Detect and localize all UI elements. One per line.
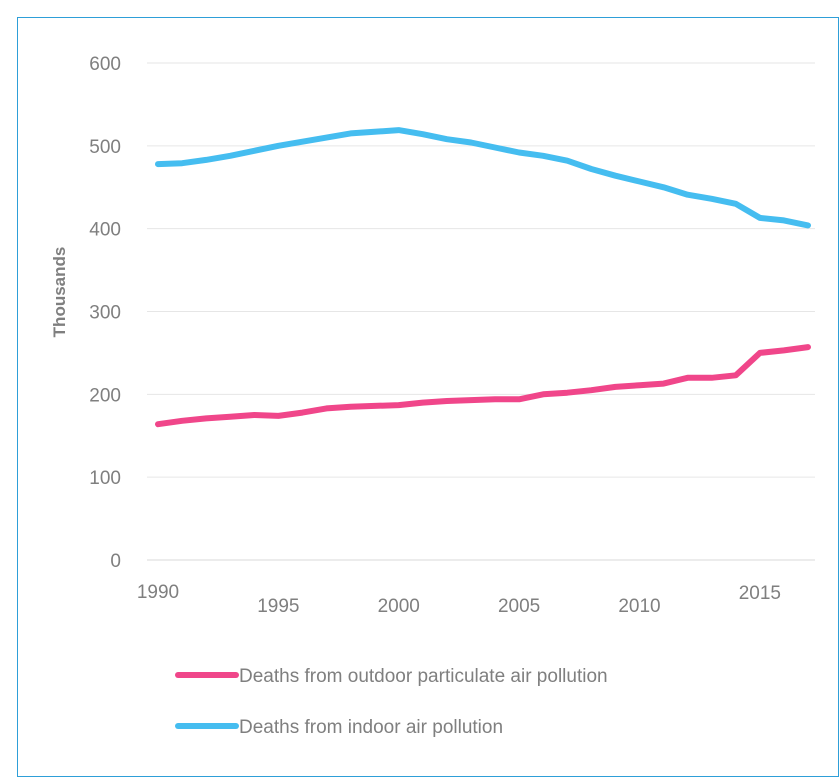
x-tick-label: 2015 (739, 583, 781, 604)
y-tick-label: 400 (89, 220, 121, 241)
x-tick-label: 2005 (498, 596, 540, 617)
legend: Deaths from outdoor particulate air poll… (175, 666, 608, 738)
y-axis-ticks: 0 100 200 300 400 500 600 (89, 54, 121, 572)
y-tick-label: 500 (89, 137, 121, 158)
series-line-1 (155, 344, 811, 428)
x-tick-label: 2000 (378, 596, 420, 617)
y-tick-label: 200 (89, 385, 121, 406)
y-tick-label: 300 (89, 303, 121, 324)
y-tick-label: 100 (89, 468, 121, 489)
legend-label: Deaths from indoor air pollution (239, 717, 503, 738)
y-axis-label: Thousands (50, 247, 69, 338)
x-tick-label: 2010 (618, 596, 660, 617)
y-tick-label: 600 (89, 54, 121, 75)
series-lines (155, 127, 811, 428)
series-line-2 (155, 127, 811, 229)
x-tick-label: 1995 (257, 596, 299, 617)
chart-frame (17, 17, 839, 777)
x-tick-label: 1990 (137, 582, 179, 603)
x-axis-ticks: 1990 1995 2000 2005 2010 2015 (137, 582, 781, 617)
y-tick-label: 0 (110, 551, 121, 572)
legend-label: Deaths from outdoor particulate air poll… (239, 666, 608, 687)
gridlines (147, 62, 815, 561)
